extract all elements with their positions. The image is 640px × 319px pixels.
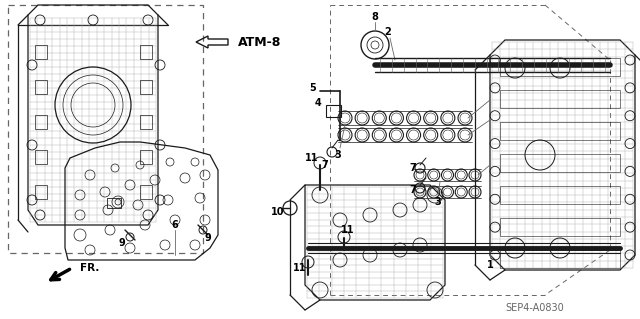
Text: 2: 2 — [385, 27, 392, 37]
Bar — [500, 58, 620, 76]
Bar — [140, 185, 152, 199]
Text: 9: 9 — [205, 233, 211, 243]
Bar — [35, 45, 47, 59]
Text: FR.: FR. — [80, 263, 99, 273]
Bar — [500, 154, 620, 172]
Bar — [35, 80, 47, 94]
Bar — [140, 45, 152, 59]
Bar — [35, 185, 47, 199]
Text: 10: 10 — [271, 207, 285, 217]
Text: 7: 7 — [410, 185, 417, 195]
Bar — [107, 198, 121, 208]
Bar — [140, 115, 152, 129]
Text: 11: 11 — [293, 263, 307, 273]
Text: 6: 6 — [172, 220, 179, 230]
Text: 9: 9 — [118, 238, 125, 248]
Bar — [500, 186, 620, 204]
Bar — [326, 105, 341, 117]
Bar — [500, 218, 620, 236]
Bar — [500, 90, 620, 108]
Bar — [8, 5, 203, 253]
Bar — [35, 150, 47, 164]
Bar — [140, 80, 152, 94]
Text: 3: 3 — [335, 150, 341, 160]
Bar — [140, 150, 152, 164]
Text: ATM-8: ATM-8 — [238, 36, 282, 49]
Text: 11: 11 — [305, 153, 319, 163]
Text: 3: 3 — [435, 197, 442, 207]
Text: 1: 1 — [486, 260, 493, 270]
Text: 4: 4 — [315, 98, 321, 108]
Text: 11: 11 — [341, 225, 355, 235]
Bar — [500, 250, 620, 268]
Text: 8: 8 — [372, 12, 378, 22]
Text: 7: 7 — [410, 163, 417, 173]
Bar — [500, 122, 620, 140]
Text: SEP4-A0830: SEP4-A0830 — [506, 303, 564, 313]
Bar — [35, 115, 47, 129]
Text: 5: 5 — [310, 83, 316, 93]
Text: 7: 7 — [322, 160, 328, 170]
